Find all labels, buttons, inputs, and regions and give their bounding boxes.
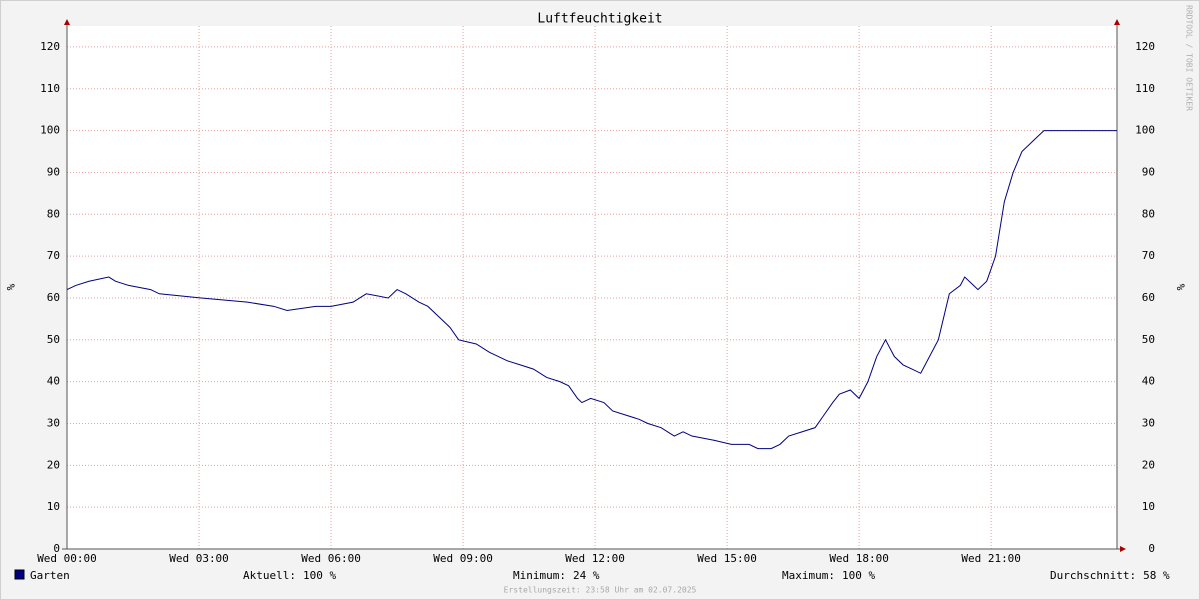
stat-label: Maximum:	[782, 569, 835, 582]
y-tick-label: 80	[47, 207, 60, 220]
y2-tick-label: 70	[1142, 249, 1155, 262]
x-tick-label: Wed 18:00	[829, 552, 889, 565]
y-label: %	[4, 284, 17, 291]
stat-label: Durchschnitt:	[1050, 569, 1136, 582]
stat-value: 100 %	[303, 569, 336, 582]
y-tick-label: 120	[40, 40, 60, 53]
legend-swatch	[14, 569, 25, 580]
x-tick-label: Wed 06:00	[301, 552, 361, 565]
axis-arrow	[1120, 546, 1126, 552]
x-tick-label: Wed 15:00	[697, 552, 757, 565]
stat-label: Aktuell:	[243, 569, 296, 582]
axis-arrow	[64, 19, 70, 25]
y-tick-label: 20	[47, 458, 60, 471]
y-tick-label: 10	[47, 500, 60, 513]
x-tick-label: Wed 09:00	[433, 552, 493, 565]
watermark: RRDTOOL / TOBI OETIKER	[1185, 5, 1194, 111]
y2-tick-label: 30	[1142, 416, 1155, 429]
y-tick-label: 70	[47, 249, 60, 262]
y-tick-label: 100	[40, 124, 60, 137]
stat-value: 100 %	[842, 569, 875, 582]
chart-title: Luftfeuchtigkeit	[537, 12, 662, 27]
y2-label: %	[1174, 284, 1187, 291]
y2-tick-label: 120	[1135, 40, 1155, 53]
y2-tick-label: 10	[1142, 500, 1155, 513]
y2-tick-label: 90	[1142, 165, 1155, 178]
legend-label: Garten	[30, 569, 70, 582]
y2-tick-label: 50	[1142, 333, 1155, 346]
y2-tick-label: 60	[1142, 291, 1155, 304]
y-tick-label: 90	[47, 165, 60, 178]
x-tick-label: Wed 12:00	[565, 552, 625, 565]
axis-arrow	[1114, 19, 1120, 25]
x-tick-label: Wed 21:00	[961, 552, 1021, 565]
stat-value: 58 %	[1143, 569, 1170, 582]
y-tick-label: 60	[47, 291, 60, 304]
plot-area	[67, 26, 1117, 549]
y-tick-label: 110	[40, 82, 60, 95]
y2-tick-label: 110	[1135, 82, 1155, 95]
x-tick-label: Wed 03:00	[169, 552, 229, 565]
y2-tick-label: 100	[1135, 124, 1155, 137]
y2-tick-label: 20	[1142, 458, 1155, 471]
y-tick-label: 50	[47, 333, 60, 346]
stat-label: Minimum:	[513, 569, 566, 582]
stat-value: 24 %	[573, 569, 600, 582]
x-tick-label: Wed 00:00	[37, 552, 97, 565]
y2-tick-label: 80	[1142, 207, 1155, 220]
y2-tick-label: 40	[1142, 375, 1155, 388]
y2-tick-label: 0	[1148, 542, 1155, 555]
line-series	[66, 130, 1117, 450]
footer: Erstellungszeit: 23:58 Uhr am 02.07.2025	[504, 586, 697, 595]
y-tick-label: 40	[47, 375, 60, 388]
y-tick-label: 30	[47, 416, 60, 429]
y-tick-label: 0	[53, 542, 60, 555]
